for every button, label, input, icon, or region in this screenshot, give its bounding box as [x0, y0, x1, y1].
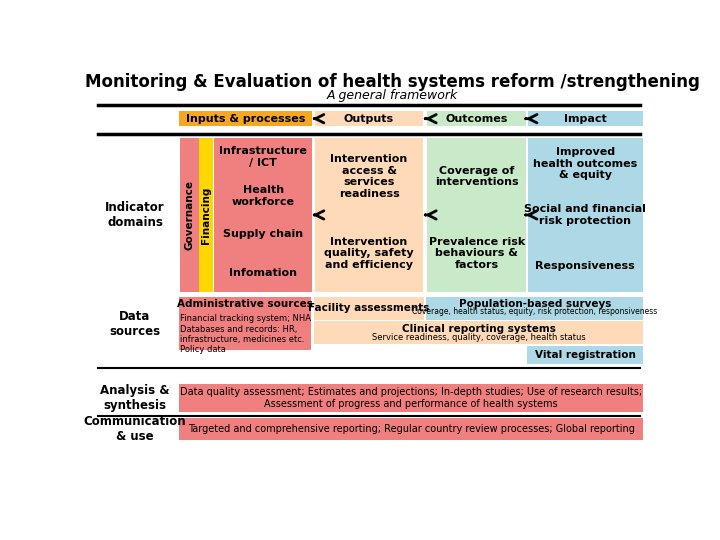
Text: Impact: Impact [564, 114, 606, 124]
FancyBboxPatch shape [426, 296, 644, 320]
Text: Targeted and comprehensive reporting; Regular country review processes; Global r: Targeted and comprehensive reporting; Re… [188, 424, 634, 434]
FancyBboxPatch shape [314, 321, 644, 345]
FancyBboxPatch shape [179, 111, 312, 126]
Text: Analysis &
synthesis: Analysis & synthesis [100, 384, 170, 412]
FancyBboxPatch shape [427, 111, 526, 126]
Text: Governance: Governance [184, 180, 194, 250]
Text: Responsiveness: Responsiveness [536, 261, 635, 271]
Text: Social and financial
risk protection: Social and financial risk protection [524, 204, 646, 226]
Text: Inputs & processes: Inputs & processes [186, 114, 305, 124]
Text: Service readiness, quality, coverage, health status: Service readiness, quality, coverage, he… [372, 333, 585, 342]
Text: Clinical reporting systems: Clinical reporting systems [402, 324, 556, 334]
Text: Data quality assessment; Estimates and projections; In-depth studies; Use of res: Data quality assessment; Estimates and p… [180, 387, 642, 409]
Text: Financial tracking system; NHA
Databases and records: HR,
infrastructure, medici: Financial tracking system; NHA Databases… [179, 314, 310, 354]
Text: Coverage, health status, equity, risk protection, responsiveness: Coverage, health status, equity, risk pr… [413, 307, 657, 316]
Text: Population-based surveys: Population-based surveys [459, 299, 611, 309]
Text: Infomation: Infomation [229, 268, 297, 278]
FancyBboxPatch shape [180, 138, 199, 292]
Text: Data
sources: Data sources [109, 309, 161, 338]
FancyBboxPatch shape [315, 111, 423, 126]
Text: Outcomes: Outcomes [446, 114, 508, 124]
Text: Infrastructure
/ ICT: Infrastructure / ICT [220, 146, 307, 168]
FancyBboxPatch shape [179, 383, 644, 412]
FancyBboxPatch shape [314, 296, 424, 320]
Text: Communication
& use: Communication & use [84, 415, 186, 443]
Text: Vital registration: Vital registration [535, 350, 636, 360]
Text: Supply chain: Supply chain [223, 229, 303, 239]
Text: Intervention
access &
services
readiness: Intervention access & services readiness [330, 154, 408, 199]
Text: Health
workforce: Health workforce [232, 185, 294, 206]
Text: Indicator
domains: Indicator domains [105, 201, 165, 229]
Text: Financing: Financing [202, 186, 211, 244]
Text: Prevalence risk
behaviours &
factors: Prevalence risk behaviours & factors [428, 237, 525, 270]
FancyBboxPatch shape [527, 346, 644, 365]
FancyBboxPatch shape [179, 296, 311, 350]
Text: Administrative sources: Administrative sources [177, 299, 313, 309]
Text: Coverage of
interventions: Coverage of interventions [435, 166, 518, 187]
Text: Outputs: Outputs [344, 114, 394, 124]
Text: Improved
health outcomes
& equity: Improved health outcomes & equity [533, 147, 637, 180]
FancyBboxPatch shape [427, 138, 526, 292]
Text: Facility assessments: Facility assessments [308, 303, 430, 313]
Text: Intervention
quality, safety
and efficiency: Intervention quality, safety and efficie… [324, 237, 414, 270]
FancyBboxPatch shape [199, 138, 213, 292]
FancyBboxPatch shape [528, 138, 642, 292]
FancyBboxPatch shape [179, 418, 644, 440]
FancyBboxPatch shape [315, 138, 423, 292]
FancyBboxPatch shape [214, 138, 312, 292]
Text: A general framework: A general framework [327, 89, 458, 102]
Text: Monitoring & Evaluation of health systems reform /strengthening: Monitoring & Evaluation of health system… [85, 73, 700, 91]
FancyBboxPatch shape [528, 111, 642, 126]
